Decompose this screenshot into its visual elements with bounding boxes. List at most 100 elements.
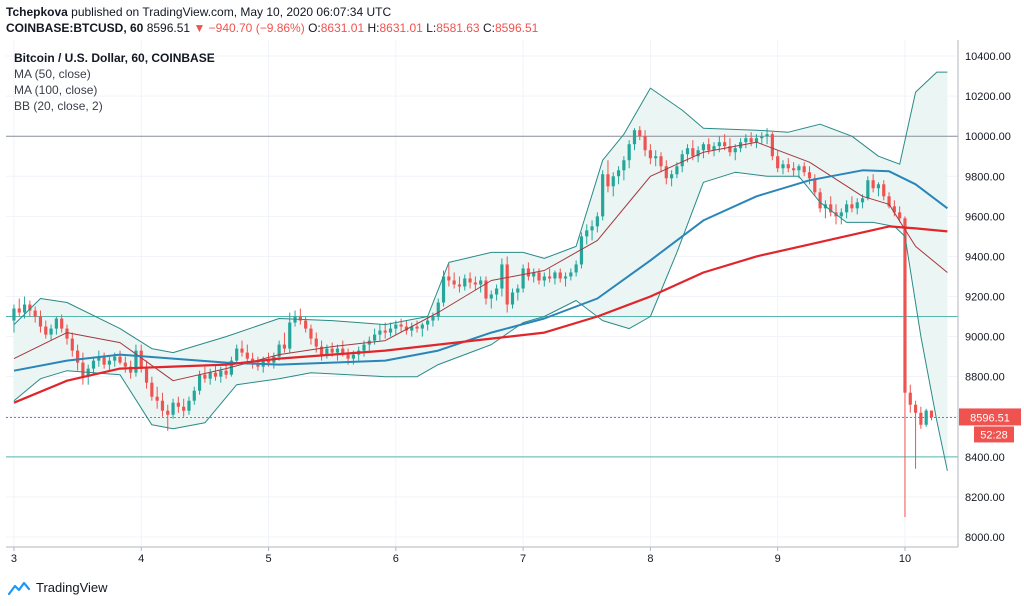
candle-body — [924, 410, 928, 425]
candle-body — [463, 278, 467, 287]
candle — [436, 298, 440, 321]
candle-body — [362, 344, 366, 351]
candle-body — [155, 396, 159, 401]
candle-body — [452, 280, 456, 285]
candle — [574, 260, 578, 277]
candle — [712, 142, 716, 157]
candle-body — [187, 400, 191, 411]
candle — [760, 132, 764, 145]
legend-ma100[interactable]: MA (100, close) — [14, 83, 98, 97]
candlestick-series — [12, 126, 934, 517]
tradingview-footer[interactable]: TradingView — [8, 580, 108, 595]
candle-body — [282, 344, 287, 349]
candle — [54, 316, 58, 335]
candle — [155, 386, 159, 409]
candle-body — [754, 138, 759, 143]
candle-body — [744, 138, 748, 143]
last-price-tag — [959, 408, 1021, 426]
x-tick-label: 9 — [775, 553, 781, 565]
candle — [563, 272, 568, 287]
candle — [638, 126, 642, 141]
candle — [786, 158, 790, 173]
y-tick-label: 8200.00 — [965, 492, 1005, 504]
candle-body — [309, 328, 313, 339]
candle-body — [484, 280, 488, 299]
candle — [776, 150, 780, 173]
candle-body — [807, 172, 812, 179]
candle — [749, 132, 753, 147]
candle-body — [892, 206, 896, 213]
candle-body — [733, 148, 737, 153]
close-label: C: — [482, 21, 495, 35]
candle-body — [102, 356, 106, 365]
candle — [102, 352, 106, 369]
y-tick-label: 9000.00 — [965, 332, 1005, 344]
candle-body — [166, 410, 170, 415]
candle — [182, 398, 186, 417]
candle-body — [208, 372, 212, 379]
candle — [680, 150, 684, 173]
candle-body — [335, 348, 340, 353]
candle-body — [123, 362, 127, 367]
candle — [532, 268, 536, 283]
x-tick-label: 4 — [138, 553, 144, 565]
candle-body — [563, 276, 568, 279]
candle — [160, 392, 165, 417]
candle — [91, 356, 96, 375]
indicator-legend: Bitcoin / U.S. Dollar, 60, COINBASE MA (… — [14, 50, 215, 114]
candle-body — [707, 144, 711, 151]
candle-body — [219, 370, 223, 377]
candle-body — [510, 292, 515, 305]
horizontal-lines — [6, 135, 958, 458]
high-label: H: — [367, 21, 380, 35]
countdown-tag-text: 52:28 — [980, 429, 1008, 441]
candle-body — [240, 348, 244, 353]
y-tick-label: 9200.00 — [965, 292, 1005, 304]
x-tick-label: 5 — [265, 553, 271, 565]
candle — [484, 276, 488, 305]
candle-body — [670, 174, 674, 179]
candle-body — [622, 160, 626, 171]
candle — [277, 340, 281, 361]
candle-body — [330, 348, 334, 353]
candle-body — [431, 316, 435, 321]
candle-body — [54, 318, 58, 329]
candle — [415, 320, 419, 333]
low-label: L: — [426, 21, 437, 35]
candle — [176, 396, 180, 413]
candle — [579, 232, 584, 269]
legend-bb[interactable]: BB (20, close, 2) — [14, 99, 103, 113]
candle — [654, 150, 658, 167]
candle-body — [542, 276, 546, 281]
series-title: Bitcoin / U.S. Dollar, 60, COINBASE — [14, 51, 215, 65]
candle-body — [855, 202, 859, 209]
candle — [60, 314, 64, 333]
candle — [632, 128, 637, 151]
candle — [129, 360, 133, 379]
candle — [134, 344, 138, 377]
candle-body — [516, 288, 520, 293]
candle — [192, 386, 196, 405]
candle — [866, 176, 870, 201]
candle — [924, 408, 928, 427]
candle — [473, 276, 477, 291]
candle — [675, 162, 679, 179]
candle-body — [150, 382, 154, 397]
candle-body — [521, 268, 525, 289]
candle-body — [500, 264, 504, 289]
candle — [44, 320, 48, 339]
candle — [908, 384, 912, 413]
candle-body — [813, 178, 817, 193]
candle — [791, 162, 796, 177]
candle — [187, 396, 191, 415]
candle-body — [351, 354, 355, 359]
candle — [648, 144, 652, 165]
candle — [70, 332, 74, 357]
candle-body — [627, 144, 631, 161]
candle-body — [579, 236, 584, 265]
legend-ma50[interactable]: MA (50, close) — [14, 67, 91, 81]
candle-body — [606, 174, 610, 187]
candle — [569, 268, 573, 281]
candle-body — [113, 356, 117, 361]
